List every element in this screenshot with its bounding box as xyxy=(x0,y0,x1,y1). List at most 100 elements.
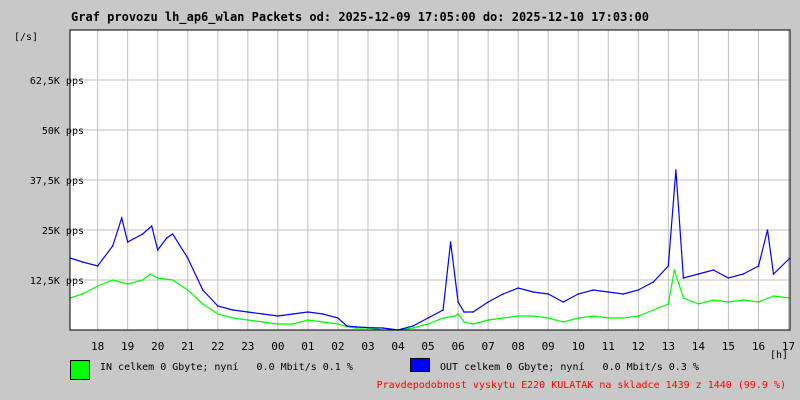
data-point-out xyxy=(712,269,715,271)
data-point-out xyxy=(532,291,534,293)
data-point-in xyxy=(232,317,234,319)
data-point-in xyxy=(577,317,580,319)
data-point-in xyxy=(96,285,99,287)
plot-border xyxy=(69,29,791,331)
data-point-out xyxy=(757,265,760,267)
data-point-in xyxy=(673,269,676,271)
x-tick-label: 01 xyxy=(301,340,314,353)
data-point-out xyxy=(457,301,459,303)
y-tick-label: 37,5K pps xyxy=(30,176,84,187)
y-tick-label: 50K pps xyxy=(42,126,84,137)
data-point-in xyxy=(742,299,745,301)
data-point-out xyxy=(766,229,769,231)
x-tick-label: 10 xyxy=(572,340,585,353)
data-point-in xyxy=(637,315,640,317)
data-point-in xyxy=(201,303,204,305)
data-point-out xyxy=(547,293,549,295)
x-tick-label: 12 xyxy=(632,340,645,353)
data-point-out xyxy=(472,311,474,313)
data-point-out xyxy=(201,289,204,291)
x-tick-label: 00 xyxy=(271,340,284,353)
data-point-in xyxy=(216,313,219,315)
data-point-out xyxy=(667,265,670,267)
data-point-out xyxy=(322,313,324,315)
data-point-out xyxy=(412,325,414,327)
x-tick-label: 06 xyxy=(451,340,464,353)
x-tick-label: 22 xyxy=(211,340,224,353)
data-point-in xyxy=(337,323,339,325)
data-point-in xyxy=(697,303,700,305)
data-point-out xyxy=(232,309,234,311)
y-tick-label: 25K pps xyxy=(42,226,84,237)
data-point-in xyxy=(454,315,456,317)
legend-swatch-out xyxy=(410,358,430,372)
data-point-in xyxy=(607,317,610,319)
data-point-out xyxy=(277,315,279,317)
data-point-in xyxy=(772,295,775,297)
data-point-out xyxy=(607,291,610,293)
data-point-out xyxy=(742,273,745,275)
x-tick-label: 09 xyxy=(542,340,555,353)
data-point-out xyxy=(592,289,595,291)
data-point-in xyxy=(757,301,760,303)
data-point-in xyxy=(487,319,489,321)
data-point-out xyxy=(517,287,519,289)
x-tick-label: 23 xyxy=(241,340,254,353)
x-tick-label: 16 xyxy=(752,340,765,353)
data-point-out xyxy=(562,301,565,303)
data-point-out xyxy=(111,245,114,247)
data-point-in xyxy=(652,309,655,311)
data-point-out xyxy=(216,305,219,307)
data-point-out xyxy=(772,273,775,275)
data-point-out xyxy=(126,241,129,243)
data-point-in xyxy=(247,319,249,321)
data-point-in xyxy=(427,323,429,325)
legend-label-in: IN celkem 0 Gbyte; nyní 0.0 Mbit/s 0.1 % xyxy=(100,362,353,373)
data-point-out xyxy=(367,326,369,329)
y-tick-label: 62,5K pps xyxy=(30,76,84,87)
data-point-in xyxy=(81,293,84,295)
data-point-in xyxy=(412,327,414,329)
data-point-out xyxy=(120,217,123,219)
x-tick-label: 04 xyxy=(391,340,405,353)
data-point-in xyxy=(171,279,174,281)
x-tick-label: 08 xyxy=(512,340,525,353)
x-tick-label: 14 xyxy=(692,340,706,353)
data-point-in xyxy=(186,289,189,291)
data-point-out xyxy=(697,273,700,275)
data-point-in xyxy=(547,317,549,319)
data-point-out xyxy=(727,277,730,279)
data-point-out xyxy=(675,169,677,171)
data-point-in xyxy=(517,315,519,317)
data-point-out xyxy=(307,311,309,313)
x-tick-label: 13 xyxy=(662,340,675,353)
data-point-in xyxy=(463,321,465,323)
data-point-in xyxy=(682,297,685,299)
data-point-out xyxy=(577,293,580,295)
data-point-out xyxy=(622,293,625,295)
x-tick-label: 15 xyxy=(722,340,735,353)
data-point-in xyxy=(727,301,730,303)
data-point-out xyxy=(247,311,249,313)
data-point-in xyxy=(119,281,121,283)
data-point-out xyxy=(81,261,84,263)
data-point-in xyxy=(277,323,279,325)
x-tick-label: 05 xyxy=(421,340,434,353)
data-point-out xyxy=(150,225,153,227)
data-point-in xyxy=(457,313,459,315)
data-point-in xyxy=(622,317,625,319)
data-point-out xyxy=(449,241,452,243)
data-point-in xyxy=(307,319,309,321)
y-axis-unit: [/s] xyxy=(14,32,39,43)
data-point-out xyxy=(652,281,655,283)
data-point-out xyxy=(337,317,339,319)
data-point-in xyxy=(149,273,152,275)
data-point-in xyxy=(355,327,357,329)
x-tick-label: 03 xyxy=(361,340,374,353)
x-tick-label: 02 xyxy=(331,340,344,353)
data-point-out xyxy=(141,233,144,235)
data-point-in xyxy=(712,299,715,301)
data-point-in xyxy=(322,321,324,323)
chart-title: Graf provozu lh_ap6_wlan Packets od: 202… xyxy=(71,10,649,24)
